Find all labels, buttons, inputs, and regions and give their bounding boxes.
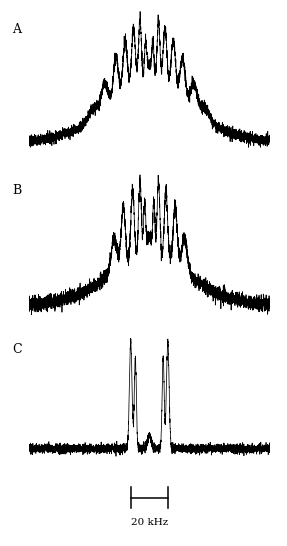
Text: B: B [12, 184, 21, 197]
Text: A: A [12, 23, 21, 35]
Text: C: C [12, 343, 22, 357]
Text: 20 kHz: 20 kHz [131, 518, 168, 527]
